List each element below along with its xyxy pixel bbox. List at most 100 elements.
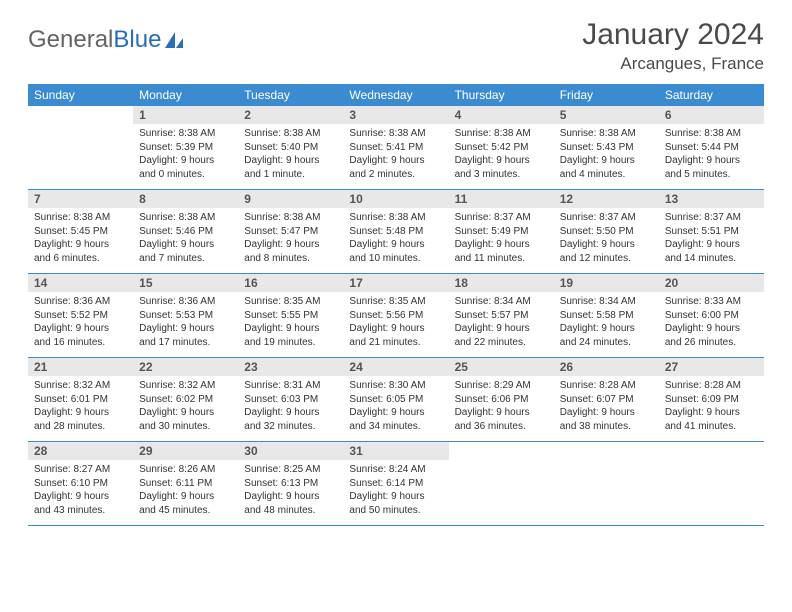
- day-details: Sunrise: 8:36 AMSunset: 5:52 PMDaylight:…: [28, 292, 133, 357]
- sunrise-text: Sunrise: 8:32 AM: [139, 379, 232, 393]
- daylight-text: Daylight: 9 hours and 5 minutes.: [665, 154, 758, 181]
- sunset-text: Sunset: 5:53 PM: [139, 309, 232, 323]
- calendar-week-row: 28Sunrise: 8:27 AMSunset: 6:10 PMDayligh…: [28, 442, 764, 526]
- calendar-week-row: 14Sunrise: 8:36 AMSunset: 5:52 PMDayligh…: [28, 274, 764, 358]
- sunset-text: Sunset: 5:51 PM: [665, 225, 758, 239]
- calendar-day-cell: 10Sunrise: 8:38 AMSunset: 5:48 PMDayligh…: [343, 190, 448, 274]
- weekday-header: Sunday: [28, 84, 133, 106]
- day-details: Sunrise: 8:26 AMSunset: 6:11 PMDaylight:…: [133, 460, 238, 525]
- calendar-day-cell: 17 Sunrise: 8:35 AMSunset: 5:56 PMDayligh…: [343, 274, 448, 358]
- sunset-text: Sunset: 5:55 PM: [244, 309, 337, 323]
- logo-sail-icon: [163, 30, 185, 50]
- day-details: Sunrise: 8:25 AMSunset: 6:13 PMDaylight:…: [238, 460, 343, 525]
- sunrise-text: Sunrise: 8:34 AM: [455, 295, 548, 309]
- daylight-text: Daylight: 9 hours and 10 minutes.: [349, 238, 442, 265]
- sunrise-text: Sunrise: 8:33 AM: [665, 295, 758, 309]
- day-number: 1: [133, 106, 238, 124]
- day-details: Sunrise: 8:38 AMSunset: 5:44 PMDaylight:…: [659, 124, 764, 189]
- day-number: 11: [449, 190, 554, 208]
- sunset-text: Sunset: 5:45 PM: [34, 225, 127, 239]
- calendar-day-cell: [659, 442, 764, 526]
- calendar-day-cell: 9Sunrise: 8:38 AMSunset: 5:47 PMDaylight…: [238, 190, 343, 274]
- sunrise-text: Sunrise: 8:37 AM: [455, 211, 548, 225]
- calendar-table: SundayMondayTuesdayWednesdayThursdayFrid…: [28, 84, 764, 526]
- day-number: 10: [343, 190, 448, 208]
- day-details: Sunrise: 8:38 AMSunset: 5:40 PMDaylight:…: [238, 124, 343, 189]
- day-details: Sunrise: 8:29 AMSunset: 6:06 PMDaylight:…: [449, 376, 554, 441]
- day-number: 24: [343, 358, 448, 376]
- calendar-day-cell: 7Sunrise: 8:38 AMSunset: 5:45 PMDaylight…: [28, 190, 133, 274]
- day-number: 17: [343, 274, 448, 292]
- calendar-day-cell: 21Sunrise: 8:32 AMSunset: 6:01 PMDayligh…: [28, 358, 133, 442]
- day-details: Sunrise: 8:33 AMSunset: 6:00 PMDaylight:…: [659, 292, 764, 357]
- day-number: 19: [554, 274, 659, 292]
- sunrise-text: Sunrise: 8:38 AM: [560, 127, 653, 141]
- day-number: 8: [133, 190, 238, 208]
- calendar-day-cell: 12Sunrise: 8:37 AMSunset: 5:50 PMDayligh…: [554, 190, 659, 274]
- daylight-text: Daylight: 9 hours and 48 minutes.: [244, 490, 337, 517]
- sunrise-text: Sunrise: 8:28 AM: [560, 379, 653, 393]
- day-number: 28: [28, 442, 133, 460]
- day-number: 4: [449, 106, 554, 124]
- daylight-text: Daylight: 9 hours and 24 minutes.: [560, 322, 653, 349]
- location-label: Arcangues, France: [582, 54, 764, 74]
- sunset-text: Sunset: 5:43 PM: [560, 141, 653, 155]
- calendar-day-cell: 27Sunrise: 8:28 AMSunset: 6:09 PMDayligh…: [659, 358, 764, 442]
- day-number: 2: [238, 106, 343, 124]
- day-details: Sunrise: 8:35 AMSunset: 5:55 PMDaylight:…: [238, 292, 343, 357]
- logo: GeneralBlue: [28, 18, 185, 54]
- sunset-text: Sunset: 6:03 PM: [244, 393, 337, 407]
- daylight-text: Daylight: 9 hours and 28 minutes.: [34, 406, 127, 433]
- daylight-text: Daylight: 9 hours and 0 minutes.: [139, 154, 232, 181]
- sunrise-text: Sunrise: 8:25 AM: [244, 463, 337, 477]
- day-details: Sunrise: 8:38 AMSunset: 5:46 PMDaylight:…: [133, 208, 238, 273]
- day-number: 18: [449, 274, 554, 292]
- sunset-text: Sunset: 5:49 PM: [455, 225, 548, 239]
- sunrise-text: Sunrise: 8:28 AM: [665, 379, 758, 393]
- daylight-text: Daylight: 9 hours and 6 minutes.: [34, 238, 127, 265]
- sunset-text: Sunset: 5:48 PM: [349, 225, 442, 239]
- sunrise-text: Sunrise: 8:26 AM: [139, 463, 232, 477]
- sunset-text: Sunset: 5:58 PM: [560, 309, 653, 323]
- daylight-text: Daylight: 9 hours and 36 minutes.: [455, 406, 548, 433]
- sunrise-text: Sunrise: 8:38 AM: [244, 211, 337, 225]
- sunset-text: Sunset: 5:44 PM: [665, 141, 758, 155]
- sunset-text: Sunset: 5:52 PM: [34, 309, 127, 323]
- daylight-text: Daylight: 9 hours and 7 minutes.: [139, 238, 232, 265]
- day-number: 12: [554, 190, 659, 208]
- calendar-day-cell: 22Sunrise: 8:32 AMSunset: 6:02 PMDayligh…: [133, 358, 238, 442]
- weekday-header: Thursday: [449, 84, 554, 106]
- calendar-day-cell: 11 Sunrise: 8:37 AMSunset: 5:49 PMDayligh…: [449, 190, 554, 274]
- daylight-text: Daylight: 9 hours and 34 minutes.: [349, 406, 442, 433]
- sunrise-text: Sunrise: 8:31 AM: [244, 379, 337, 393]
- sunset-text: Sunset: 6:11 PM: [139, 477, 232, 491]
- sunrise-text: Sunrise: 8:35 AM: [349, 295, 442, 309]
- sunrise-text: Sunrise: 8:38 AM: [139, 211, 232, 225]
- daylight-text: Daylight: 9 hours and 21 minutes.: [349, 322, 442, 349]
- sunset-text: Sunset: 5:56 PM: [349, 309, 442, 323]
- calendar-day-cell: 8Sunrise: 8:38 AMSunset: 5:46 PMDaylight…: [133, 190, 238, 274]
- day-details: Sunrise: 8:36 AMSunset: 5:53 PMDaylight:…: [133, 292, 238, 357]
- sunrise-text: Sunrise: 8:34 AM: [560, 295, 653, 309]
- daylight-text: Daylight: 9 hours and 11 minutes.: [455, 238, 548, 265]
- calendar-day-cell: 23Sunrise: 8:31 AMSunset: 6:03 PMDayligh…: [238, 358, 343, 442]
- day-number: 16: [238, 274, 343, 292]
- sunrise-text: Sunrise: 8:37 AM: [665, 211, 758, 225]
- weekday-header: Monday: [133, 84, 238, 106]
- daylight-text: Daylight: 9 hours and 50 minutes.: [349, 490, 442, 517]
- daylight-text: Daylight: 9 hours and 19 minutes.: [244, 322, 337, 349]
- calendar-day-cell: 1Sunrise: 8:38 AMSunset: 5:39 PMDaylight…: [133, 106, 238, 190]
- day-details: Sunrise: 8:28 AMSunset: 6:09 PMDaylight:…: [659, 376, 764, 441]
- calendar-day-cell: 26Sunrise: 8:28 AMSunset: 6:07 PMDayligh…: [554, 358, 659, 442]
- sunrise-text: Sunrise: 8:35 AM: [244, 295, 337, 309]
- sunrise-text: Sunrise: 8:36 AM: [34, 295, 127, 309]
- calendar-day-cell: 30Sunrise: 8:25 AMSunset: 6:13 PMDayligh…: [238, 442, 343, 526]
- sunset-text: Sunset: 6:05 PM: [349, 393, 442, 407]
- sunrise-text: Sunrise: 8:36 AM: [139, 295, 232, 309]
- daylight-text: Daylight: 9 hours and 4 minutes.: [560, 154, 653, 181]
- day-details: Sunrise: 8:38 AMSunset: 5:41 PMDaylight:…: [343, 124, 448, 189]
- calendar-day-cell: 20Sunrise: 8:33 AMSunset: 6:00 PMDayligh…: [659, 274, 764, 358]
- sunrise-text: Sunrise: 8:38 AM: [665, 127, 758, 141]
- calendar-day-cell: [28, 106, 133, 190]
- calendar-day-cell: 6Sunrise: 8:38 AMSunset: 5:44 PMDaylight…: [659, 106, 764, 190]
